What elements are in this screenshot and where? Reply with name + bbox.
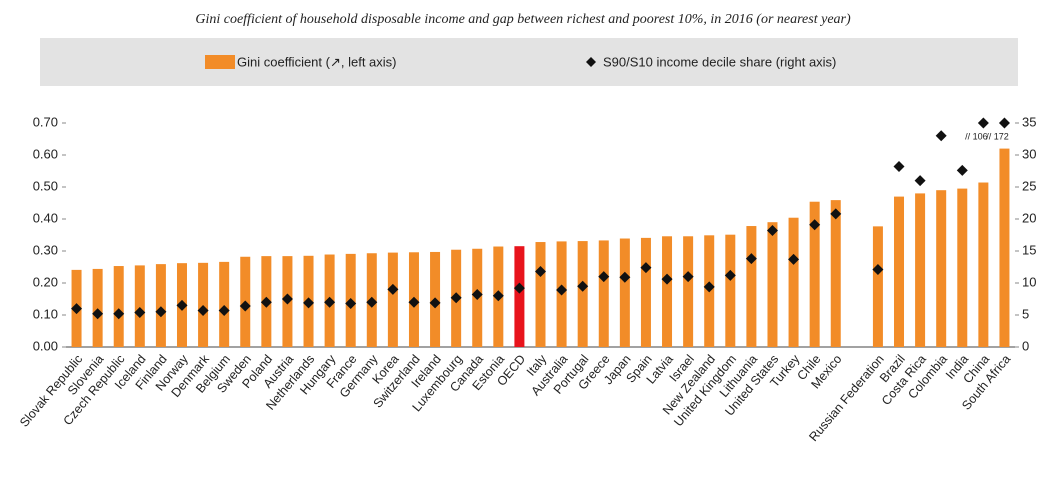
- diamond-marker: [956, 164, 968, 176]
- diamond-marker: [450, 292, 462, 304]
- diamond-marker: [640, 262, 652, 274]
- diamond-marker: [366, 296, 378, 308]
- diamond-marker: [92, 308, 104, 320]
- y-tick-label: 0.20: [33, 274, 58, 289]
- diamond-marker: [408, 296, 420, 308]
- diamond-marker: [724, 269, 736, 281]
- diamond-marker: [218, 305, 230, 317]
- bar: [577, 241, 588, 347]
- diamond-marker: [598, 271, 610, 283]
- y2-tick-label: 15: [1022, 242, 1036, 257]
- diamond-marker: [661, 273, 673, 285]
- diamond-marker: [535, 265, 546, 277]
- bar: [767, 222, 778, 347]
- bar: [662, 236, 673, 347]
- bar: [198, 262, 209, 347]
- diamond-marker: [703, 281, 715, 293]
- bar: [915, 193, 926, 347]
- legend-swatch: [205, 55, 235, 69]
- diamond-marker: [556, 284, 568, 296]
- diamond-marker: [577, 280, 589, 292]
- diamond-marker: [429, 297, 441, 309]
- diamond-marker: [809, 219, 821, 231]
- diamond-marker: [113, 308, 125, 320]
- diamond-marker: [471, 289, 483, 301]
- diamond-marker: [387, 283, 399, 295]
- diamond-marker: [745, 253, 757, 265]
- diamond-marker: [788, 253, 800, 265]
- diamond-marker: [766, 225, 778, 237]
- bar: [788, 217, 799, 347]
- legend-label: Gini coefficient (↗, left axis): [237, 54, 397, 69]
- diamond-marker: [682, 271, 694, 283]
- legend-box: [40, 38, 1018, 86]
- bar: [219, 261, 230, 347]
- legend-swatch: [586, 57, 596, 67]
- bar: [683, 236, 694, 347]
- bar: [155, 264, 166, 347]
- y-tick-label: 0.00: [33, 338, 58, 353]
- y2-tick-label: 10: [1022, 274, 1036, 289]
- bar: [894, 196, 905, 347]
- y-tick-label: 0.10: [33, 306, 58, 321]
- diamond-marker: [197, 305, 209, 317]
- diamond-marker: [134, 306, 146, 318]
- bar: [957, 188, 968, 347]
- bar: [830, 200, 841, 347]
- diamond-marker: [492, 290, 504, 302]
- chart-title: Gini coefficient of household disposable…: [195, 12, 851, 27]
- y-tick-label: 0.60: [33, 146, 58, 161]
- bar: [134, 265, 145, 347]
- y-tick-label: 0.40: [33, 210, 58, 225]
- diamond-marker: [513, 282, 525, 294]
- bar: [514, 246, 525, 347]
- value-label: // 172: [986, 131, 1009, 141]
- y2-tick-label: 25: [1022, 178, 1036, 193]
- bar: [535, 242, 546, 347]
- diamond-marker: [872, 264, 884, 276]
- bar: [809, 201, 820, 347]
- bar: [113, 266, 124, 347]
- diamond-marker: [303, 297, 315, 309]
- bar: [978, 182, 989, 347]
- y2-tick-label: 30: [1022, 146, 1036, 161]
- diamond-marker: [914, 175, 926, 187]
- diamond-marker: [345, 297, 357, 309]
- bar: [746, 226, 757, 347]
- diamond-marker: [935, 130, 947, 142]
- bar: [936, 190, 947, 347]
- bar: [92, 268, 103, 347]
- diamond-marker: [893, 161, 905, 173]
- diamond-marker: [977, 117, 989, 129]
- bar: [387, 252, 398, 347]
- y2-tick-label: 5: [1022, 306, 1029, 321]
- bar: [640, 237, 651, 347]
- y2-tick-label: 35: [1022, 114, 1036, 129]
- value-label: // 106: [965, 131, 988, 141]
- y2-tick-label: 0: [1022, 338, 1029, 353]
- bar: [725, 234, 736, 347]
- y-tick-label: 0.70: [33, 114, 58, 129]
- diamond-marker: [176, 299, 188, 311]
- diamond-marker: [155, 306, 167, 318]
- bar: [598, 240, 609, 347]
- diamond-marker: [71, 303, 83, 315]
- diamond-marker: [998, 117, 1010, 129]
- diamond-marker: [324, 296, 336, 308]
- diamond-marker: [619, 271, 631, 283]
- bar: [999, 148, 1010, 347]
- y2-tick-label: 20: [1022, 210, 1036, 225]
- y-tick-label: 0.50: [33, 178, 58, 193]
- bar: [619, 238, 630, 347]
- y-tick-label: 0.30: [33, 242, 58, 257]
- diamond-marker: [830, 208, 842, 220]
- diamond-marker: [260, 296, 272, 308]
- diamond-marker: [281, 293, 293, 305]
- bar: [872, 226, 883, 347]
- legend-label: S90/S10 income decile share (right axis): [603, 54, 836, 69]
- diamond-marker: [239, 300, 251, 312]
